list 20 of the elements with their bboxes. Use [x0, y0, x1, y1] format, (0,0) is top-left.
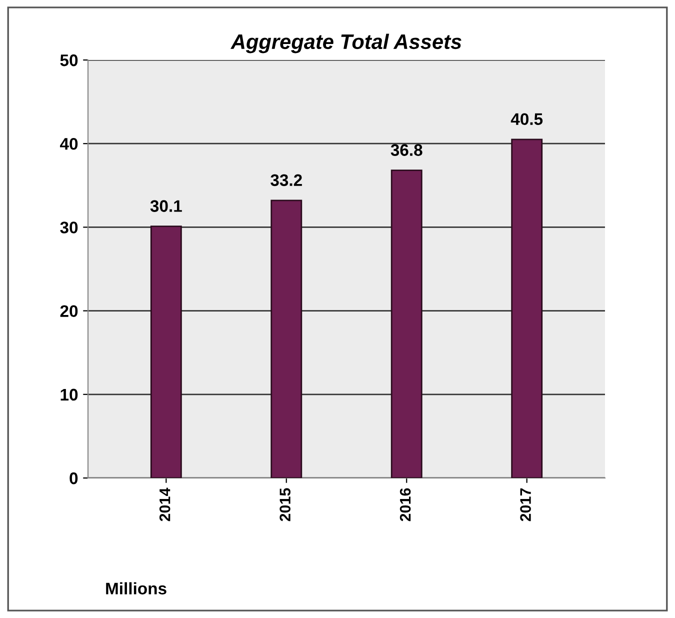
x-tick-label: 2015	[280, 488, 290, 522]
data-label: 36.8	[390, 144, 422, 156]
y-tick-label: 0	[70, 472, 78, 484]
y-tick-label: 10	[60, 388, 78, 401]
y-tick-label: 40	[60, 138, 78, 150]
text: Millions	[106, 582, 166, 594]
data-label: 40.5	[510, 113, 543, 126]
x-tick-label: 2016	[400, 488, 411, 522]
data-label: 30.1	[150, 200, 182, 212]
x-tick-label: 2017	[520, 488, 531, 522]
bar	[511, 138, 543, 478]
y-tick-label: 20	[60, 305, 78, 318]
x-tick-label: 2014	[159, 488, 170, 522]
bar	[390, 170, 422, 478]
y-tick-label: 50	[60, 54, 78, 66]
y-tick-label: 30	[60, 222, 78, 234]
chart-title: Aggregate Total Assets	[230, 34, 462, 54]
data-label: 33.2	[270, 174, 302, 186]
bar	[150, 226, 182, 478]
bar	[270, 200, 302, 478]
